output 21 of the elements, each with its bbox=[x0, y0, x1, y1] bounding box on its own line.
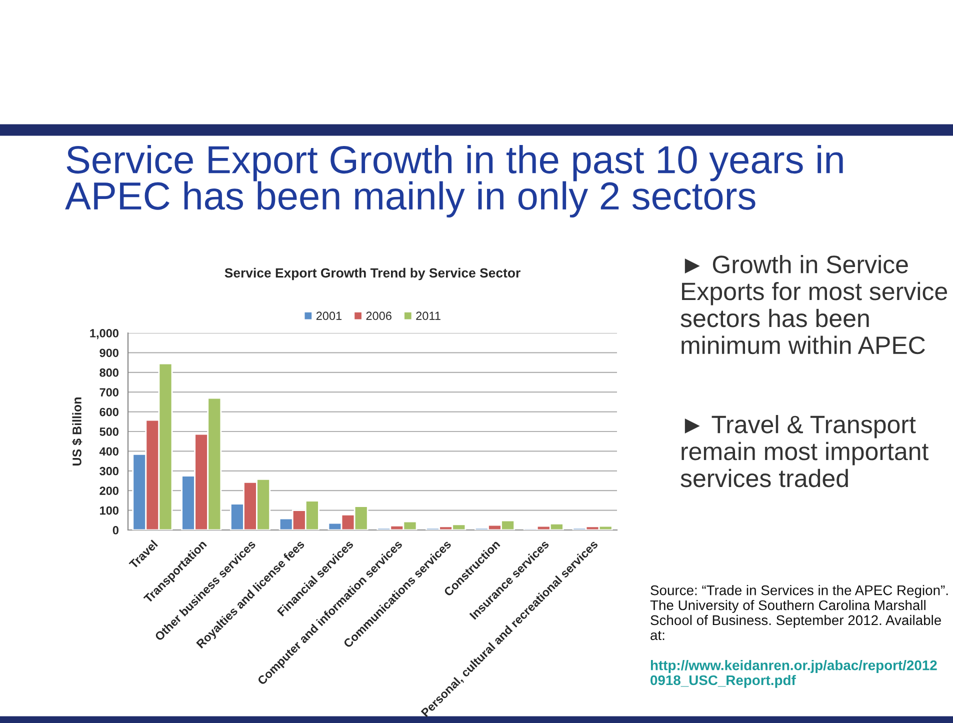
text: ► Growth in Service Exports for most service sectors has been minimum within APEC bbox=[680, 255, 948, 354]
y-tick-label: 600 bbox=[100, 408, 118, 416]
text: http://www.keidanren.or.jp/abac/report/20120918_USC_Report.pdf bbox=[650, 660, 937, 688]
y-tick-label: 200 bbox=[100, 486, 118, 495]
source-note: Source: “Trade in Services in the APEC Region”. The University of Southern Carolina Marshall School of Business. September 2012. Available at: bbox=[650, 585, 948, 640]
y-tick-label: 800 bbox=[100, 368, 118, 377]
text: ► Travel & Transport remain most important services traded bbox=[680, 415, 929, 488]
y-tick-label: 400 bbox=[99, 447, 118, 456]
legend-label: 2001 bbox=[316, 312, 342, 320]
y-tick-label: 1,000 bbox=[90, 329, 118, 340]
y-tick-label: 500 bbox=[100, 428, 118, 436]
y-tick-label: 900 bbox=[100, 348, 118, 358]
y-axis-title: US $ Billion bbox=[72, 398, 82, 466]
y-tick-label: 300 bbox=[100, 466, 118, 476]
chart-title: Service Export Growth in the past 10 years in APEC has been mainly in only 2 sectors bbox=[65, 145, 843, 218]
y-tick-label: 700 bbox=[100, 388, 118, 396]
legend-label: 2011 bbox=[416, 312, 440, 320]
chart-subtitle: Service Export Growth Trend by Service Sector bbox=[224, 268, 520, 280]
y-tick-label: 0 bbox=[112, 526, 118, 534]
y-tick-label: 100 bbox=[100, 506, 118, 515]
legend-label: 2006 bbox=[366, 312, 392, 320]
